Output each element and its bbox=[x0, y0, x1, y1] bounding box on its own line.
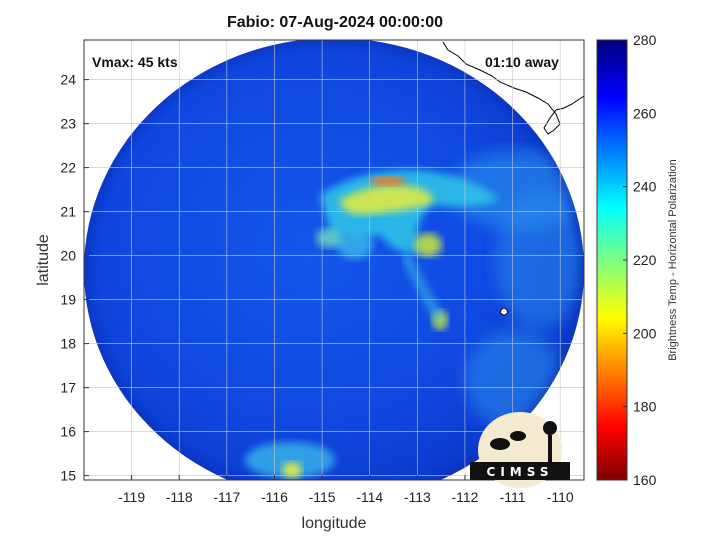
colorbar-label: Brightness Temp - Horizontal Polarizatio… bbox=[667, 159, 679, 361]
y-tick-label: 23 bbox=[60, 116, 76, 132]
logo-band bbox=[470, 462, 570, 480]
colorbar-tick-label: 260 bbox=[633, 105, 657, 121]
y-tick-label: 24 bbox=[60, 72, 76, 88]
vmax-label: Vmax: 45 kts bbox=[92, 54, 178, 70]
convection-hot-core bbox=[370, 176, 406, 186]
x-tick-label: -112 bbox=[451, 489, 478, 505]
colorbar-tick-label: 280 bbox=[633, 32, 657, 48]
x-axis-label: longitude bbox=[302, 515, 367, 532]
colorbar-tick-label: 220 bbox=[633, 252, 657, 268]
y-tick-label: 15 bbox=[60, 468, 76, 484]
x-tick-label: -113 bbox=[404, 489, 431, 505]
axes-border bbox=[83, 39, 585, 481]
x-tick-label: -119 bbox=[118, 489, 145, 505]
colorbar-tick-label: 240 bbox=[633, 179, 657, 195]
logo-tower-stem bbox=[548, 435, 552, 463]
colorbar-tick-label: 180 bbox=[633, 399, 657, 415]
rain-band-south bbox=[245, 442, 335, 478]
x-tick-labels: -119 -118 -117 -116 -115 -114 -113 -112 -111 -110 bbox=[118, 475, 574, 505]
convection-cell-west bbox=[316, 228, 344, 248]
convection-cell-center bbox=[337, 231, 373, 259]
logo-dish-1 bbox=[490, 438, 510, 450]
time-away-label: 01:10 away bbox=[485, 54, 559, 70]
grid bbox=[84, 40, 584, 480]
y-tick-label: 21 bbox=[60, 204, 76, 220]
colorbar-tick-label: 160 bbox=[633, 472, 657, 488]
convection-cell-east bbox=[414, 233, 442, 257]
socorro-island bbox=[499, 307, 509, 316]
colorbar-ticks: 160 180 200 220 240 260 280 bbox=[623, 32, 657, 488]
moist-region-east-south bbox=[495, 190, 584, 330]
cimss-logo: CIMSS bbox=[470, 412, 570, 488]
y-tick-label: 19 bbox=[60, 292, 76, 308]
x-tick-label: -118 bbox=[166, 489, 193, 505]
y-tick-labels: 15 16 17 18 19 20 21 22 23 24 bbox=[60, 72, 89, 484]
convection-tail bbox=[400, 252, 445, 323]
x-tick-label: -111 bbox=[500, 489, 526, 505]
y-tick-label: 20 bbox=[60, 248, 76, 264]
plot-title: Fabio: 07-Aug-2024 00:00:00 bbox=[226, 14, 444, 31]
y-tick-label: 17 bbox=[60, 380, 76, 396]
rain-core-south bbox=[282, 462, 302, 478]
y-tick-label: 18 bbox=[60, 336, 76, 352]
y-tick-label: 22 bbox=[60, 160, 76, 176]
y-tick-label: 16 bbox=[60, 424, 76, 440]
x-tick-label: -117 bbox=[213, 489, 240, 505]
y-axis-label: latitude bbox=[35, 234, 52, 286]
logo-dish-2 bbox=[510, 431, 526, 441]
colorbar-tick-label: 200 bbox=[633, 325, 657, 341]
x-tick-label: -115 bbox=[309, 489, 336, 505]
x-tick-label: -114 bbox=[356, 489, 383, 505]
x-tick-label: -116 bbox=[261, 489, 288, 505]
scan-disk bbox=[84, 40, 584, 480]
logo-tower-top bbox=[543, 421, 557, 435]
logo-text: CIMSS bbox=[487, 465, 554, 479]
colorbar bbox=[596, 39, 628, 481]
x-tick-label: -110 bbox=[547, 489, 574, 505]
convection-warm-core bbox=[340, 185, 433, 215]
